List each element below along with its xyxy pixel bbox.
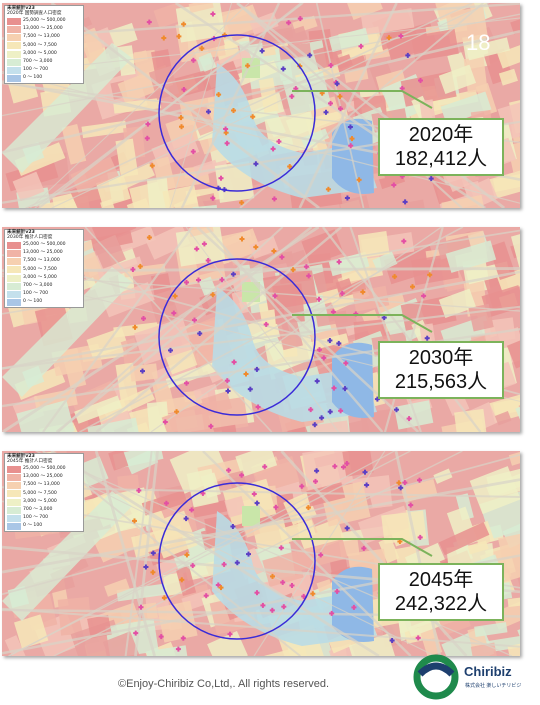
- legend-range: 100 〜 700: [23, 515, 49, 521]
- legend-swatch: [7, 498, 21, 506]
- legend-range: 3,000 〜 5,000: [23, 50, 57, 56]
- legend-swatch: [7, 249, 21, 257]
- legend-title: 未来統計v23: [7, 454, 35, 459]
- legend-range: 7,500 〜 13,000: [23, 258, 60, 264]
- legend-range: 25,000 〜 500,000: [23, 17, 66, 23]
- legend-swatch: [7, 258, 21, 266]
- legend-swatch: [7, 17, 21, 25]
- legend-row: 25,000 〜 500,000: [5, 465, 83, 473]
- legend-range: 25,000 〜 500,000: [23, 465, 66, 471]
- legend-title: 未来統計v23: [7, 230, 35, 235]
- legend-swatch: [7, 25, 21, 33]
- legend-row: 25,000 〜 500,000: [5, 17, 83, 25]
- legend-swatch: [7, 42, 21, 50]
- legend-row: 5,000 〜 7,500: [5, 490, 83, 498]
- map-panel-2020: 未来統計v23 2020年 国勢調査人口密度 25,000 〜 500,000 1…: [2, 3, 520, 208]
- legend-row: 0 〜 100: [5, 75, 83, 83]
- legend-row: 0 〜 100: [5, 299, 83, 307]
- legend-range: 0 〜 100: [23, 523, 43, 529]
- legend-range: 0 〜 100: [23, 299, 43, 305]
- legend-row: 700 〜 3,000: [5, 282, 83, 290]
- year-label: 2020年: [408, 124, 474, 146]
- population-label: 242,322人: [394, 593, 488, 615]
- legend-swatch: [7, 241, 21, 249]
- legend-row: 100 〜 700: [5, 514, 83, 522]
- legend-range: 7,500 〜 13,000: [23, 482, 60, 488]
- legend-swatch: [7, 514, 21, 522]
- legend-row: 13,000 〜 25,000: [5, 473, 83, 481]
- legend-range: 13,000 〜 25,000: [23, 250, 63, 256]
- legend-swatch: [7, 34, 21, 42]
- logo-name: Chiribiz: [464, 664, 512, 679]
- legend-range: 5,000 〜 7,500: [23, 266, 57, 272]
- legend-swatch: [7, 66, 21, 74]
- legend-range: 5,000 〜 7,500: [23, 42, 57, 48]
- legend-range: 700 〜 3,000: [23, 282, 53, 288]
- legend-range: 700 〜 3,000: [23, 506, 53, 512]
- legend-range: 25,000 〜 500,000: [23, 241, 66, 247]
- legend-range: 13,000 〜 25,000: [23, 26, 63, 32]
- map-legend: 未来統計v23 2020年 国勢調査人口密度 25,000 〜 500,000 1…: [4, 5, 84, 84]
- population-label: 182,412人: [394, 148, 488, 170]
- legend-swatch: [7, 506, 21, 514]
- legend-range: 700 〜 3,000: [23, 58, 53, 64]
- legend-range: 3,000 〜 5,000: [23, 274, 57, 280]
- copyright-text: ©Enjoy-Chiribiz Co,Ltd,. All rights rese…: [118, 678, 330, 690]
- legend-swatch: [7, 473, 21, 481]
- population-callout-2030: 2030年 215,563人: [378, 341, 504, 399]
- legend-row: 5,000 〜 7,500: [5, 266, 83, 274]
- legend-swatch: [7, 75, 21, 83]
- legend-row: 7,500 〜 13,000: [5, 258, 83, 266]
- legend-range: 5,000 〜 7,500: [23, 490, 57, 496]
- legend-range: 7,500 〜 13,000: [23, 34, 60, 40]
- map-legend: 未来統計v23 2030年 推計人口密度 25,000 〜 500,000 13,…: [4, 229, 84, 308]
- population-callout-2045: 2045年 242,322人: [378, 563, 504, 621]
- legend-range: 0 〜 100: [23, 75, 43, 81]
- legend-swatch: [7, 274, 21, 282]
- legend-row: 3,000 〜 5,000: [5, 274, 83, 282]
- population-label: 215,563人: [394, 371, 488, 393]
- year-label: 2030年: [408, 347, 474, 369]
- page-number: 18: [466, 30, 491, 55]
- legend-title: 未来統計v23: [7, 6, 35, 11]
- logo-subtitle: 株式会社 楽しいチリビジ: [465, 683, 522, 689]
- map-legend: 未来統計v23 2045年 推計人口密度 25,000 〜 500,000 13,…: [4, 453, 84, 532]
- legend-range: 100 〜 700: [23, 291, 49, 297]
- legend-row: 3,000 〜 5,000: [5, 498, 83, 506]
- legend-range: 100 〜 700: [23, 67, 49, 73]
- legend-range: 3,000 〜 5,000: [23, 498, 57, 504]
- legend-row: 3,000 〜 5,000: [5, 50, 83, 58]
- legend-swatch: [7, 465, 21, 473]
- legend-swatch: [7, 490, 21, 498]
- legend-row: 13,000 〜 25,000: [5, 25, 83, 33]
- legend-row: 5,000 〜 7,500: [5, 42, 83, 50]
- legend-row: 7,500 〜 13,000: [5, 482, 83, 490]
- map-panel-2030: 未来統計v23 2030年 推計人口密度 25,000 〜 500,000 13,…: [2, 227, 520, 432]
- legend-swatch: [7, 299, 21, 307]
- legend-row: 100 〜 700: [5, 66, 83, 74]
- legend-range: 13,000 〜 25,000: [23, 474, 63, 480]
- legend-swatch: [7, 50, 21, 58]
- legend-subtitle: 2020年 国勢調査人口密度: [7, 10, 62, 16]
- population-density-map: [2, 451, 520, 656]
- legend-row: 13,000 〜 25,000: [5, 249, 83, 257]
- population-callout-2020: 2020年 182,412人: [378, 118, 504, 176]
- legend-row: 700 〜 3,000: [5, 506, 83, 514]
- legend-row: 7,500 〜 13,000: [5, 34, 83, 42]
- legend-swatch: [7, 58, 21, 66]
- legend-subtitle: 2045年 推計人口密度: [7, 458, 53, 464]
- legend-swatch: [7, 523, 21, 531]
- legend-swatch: [7, 266, 21, 274]
- legend-subtitle: 2030年 推計人口密度: [7, 234, 53, 240]
- legend-row: 700 〜 3,000: [5, 58, 83, 66]
- legend-row: 100 〜 700: [5, 290, 83, 298]
- map-panel-2045: 未来統計v23 2045年 推計人口密度 25,000 〜 500,000 13,…: [2, 451, 520, 656]
- legend-swatch: [7, 290, 21, 298]
- legend-swatch: [7, 282, 21, 290]
- legend-swatch: [7, 482, 21, 490]
- year-label: 2045年: [408, 569, 474, 591]
- legend-row: 0 〜 100: [5, 523, 83, 531]
- legend-row: 25,000 〜 500,000: [5, 241, 83, 249]
- chiribiz-logo: [413, 654, 459, 700]
